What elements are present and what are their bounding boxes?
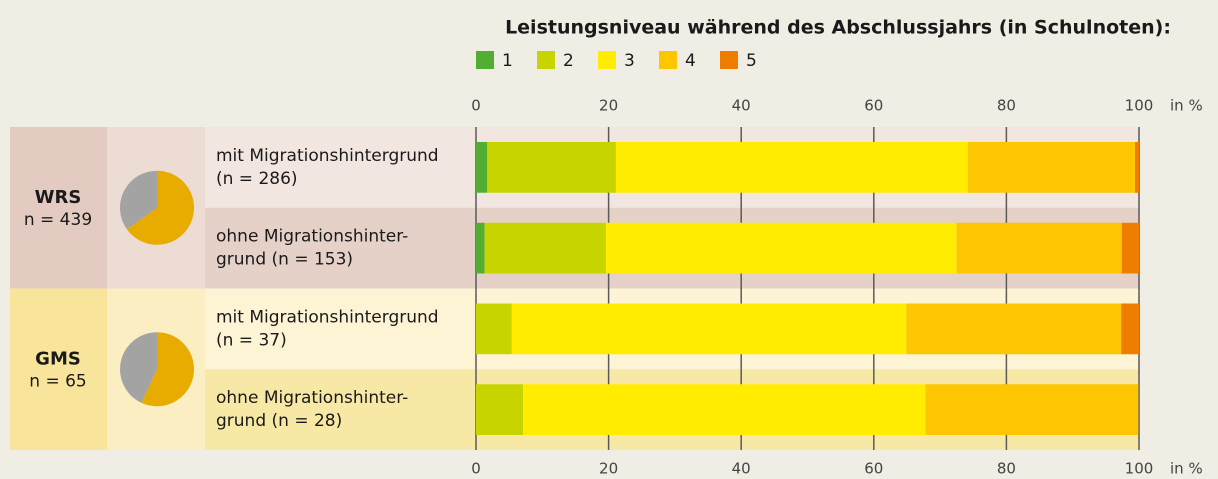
category-label: ohne Migrationshinter-: [216, 388, 408, 408]
legend-swatch: [537, 51, 555, 69]
x-tick-label-bottom: 60: [864, 460, 883, 478]
bar-segment: [1121, 303, 1139, 355]
x-unit-bottom: in %: [1170, 460, 1203, 478]
x-tick-label: 80: [997, 97, 1016, 115]
legend-label: 5: [746, 51, 757, 71]
bar-segment: [1135, 142, 1139, 193]
category-label: mit Migrationshintergrund: [216, 307, 439, 327]
legend-label: 4: [685, 51, 696, 71]
bar-segment: [487, 142, 616, 193]
bar-segment: [476, 384, 524, 435]
x-tick-label: 40: [732, 97, 751, 115]
bar-segment: [523, 384, 926, 435]
x-tick-label: 60: [864, 97, 883, 115]
legend-swatch: [659, 51, 677, 69]
legend-swatch: [476, 51, 494, 69]
x-tick-label: 0: [471, 97, 481, 115]
bar-segment: [906, 303, 1122, 355]
group-n: n = 439: [24, 210, 92, 230]
pie-slice: [126, 170, 194, 245]
x-unit: in %: [1170, 97, 1203, 115]
chart-title: Leistungsniveau während des Abschlussjah…: [505, 17, 1171, 39]
x-tick-label-bottom: 20: [599, 460, 618, 478]
bar-segment: [476, 303, 512, 355]
bar-segment: [476, 142, 488, 193]
category-label: mit Migrationshintergrund: [216, 146, 439, 166]
bar-segment: [484, 222, 606, 274]
x-tick-label-bottom: 80: [997, 460, 1016, 478]
x-tick-label-bottom: 0: [471, 460, 481, 478]
group-name: WRS: [35, 187, 82, 208]
bar-segment: [967, 142, 1136, 193]
legend-swatch: [598, 51, 616, 69]
bar-segment: [1121, 222, 1139, 274]
bar-segment: [511, 303, 907, 355]
bar-segment: [925, 384, 1139, 435]
x-tick-label: 20: [599, 97, 618, 115]
category-label: grund (n = 28): [216, 411, 342, 431]
x-tick-label-bottom: 40: [732, 460, 751, 478]
bar-segment: [476, 222, 485, 274]
pie-slice: [119, 170, 157, 230]
legend-label: 1: [502, 51, 513, 71]
group-cell: [10, 127, 107, 289]
category-label: (n = 286): [216, 169, 298, 189]
legend-label: 3: [624, 51, 635, 71]
pie-slice: [141, 332, 194, 407]
x-tick-label-bottom: 100: [1125, 460, 1154, 478]
category-label: grund (n = 153): [216, 250, 353, 270]
bar-segment: [956, 222, 1122, 274]
x-tick-label: 100: [1125, 97, 1154, 115]
legend-swatch: [720, 51, 738, 69]
category-label: (n = 37): [216, 330, 287, 350]
bar-segment: [615, 142, 968, 193]
group-cell: [10, 288, 107, 450]
group-n: n = 65: [29, 371, 86, 391]
legend-label: 2: [563, 51, 574, 71]
pie-slice: [119, 332, 157, 403]
category-label: ohne Migrationshinter-: [216, 227, 408, 247]
group-name: GMS: [35, 348, 81, 369]
bar-segment: [605, 222, 957, 274]
